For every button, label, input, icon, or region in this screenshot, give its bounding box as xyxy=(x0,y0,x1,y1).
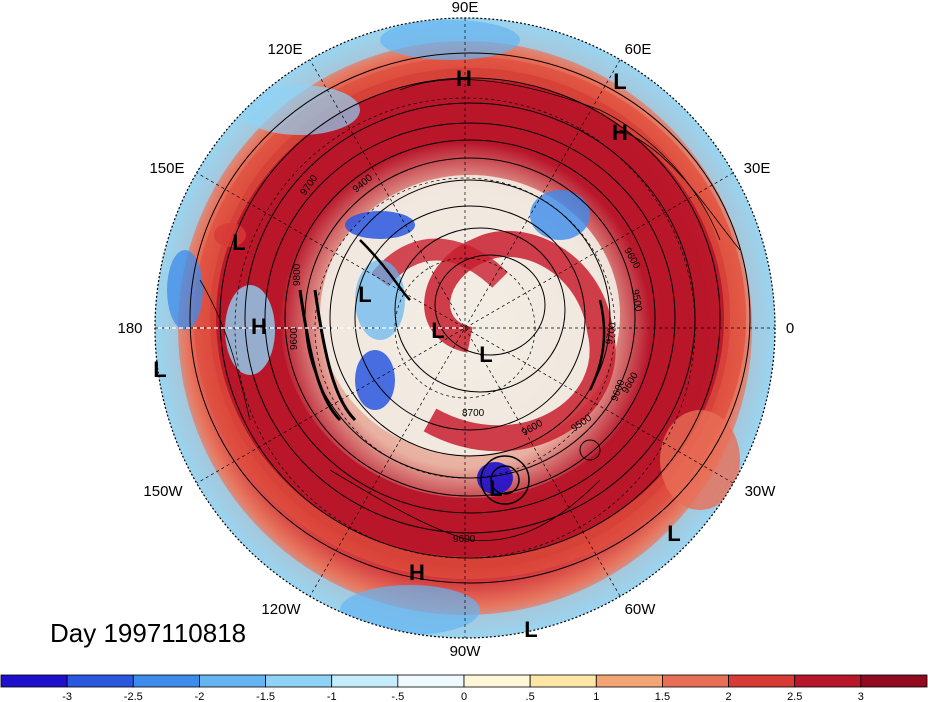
date-title: Day 1997110818 xyxy=(50,618,247,648)
colorbar-box xyxy=(529,674,597,688)
lon-label: 60E xyxy=(625,41,652,58)
lon-label: 150W xyxy=(143,483,183,500)
low-center: L xyxy=(153,357,166,382)
low-center: L xyxy=(431,318,444,343)
colorbar: -3 -2.5 -2 -1.5 -1 -.5 0 .5 1 1.5 2 2.5 3 xyxy=(0,674,928,702)
colorbar-box xyxy=(728,674,796,688)
colorbar-box xyxy=(132,674,200,688)
low-center: L xyxy=(232,230,245,255)
lon-label: 90E xyxy=(452,0,479,16)
lon-label: 180 xyxy=(117,320,142,337)
colorbar-box xyxy=(397,674,465,688)
high-center: H xyxy=(251,314,267,339)
colorbar-tick-label: -1.5 xyxy=(256,691,275,702)
lon-label: 60W xyxy=(625,601,657,618)
colorbar-box xyxy=(0,674,68,688)
contour-label: 8700 xyxy=(462,408,485,419)
high-center: H xyxy=(612,120,628,145)
colorbar-tick-label: -2 xyxy=(195,691,205,702)
polar-stereographic-map: 90E 60E 30E 0 30W 60W 90W 120W 150W 180 … xyxy=(117,0,794,660)
contour-label: 9600 xyxy=(289,327,300,350)
low-center: L xyxy=(489,476,502,501)
colorbar-tick-label: 3 xyxy=(858,691,864,702)
colorbar-tick-label: -2.5 xyxy=(124,691,143,702)
pressure-centers: H L H L L H L L L L L H L xyxy=(153,66,680,642)
colorbar-box xyxy=(463,674,531,688)
lon-label: 0 xyxy=(786,320,794,337)
high-center: H xyxy=(409,560,425,585)
colorbar-ticks: -3 -2.5 -2 -1.5 -1 -.5 0 .5 1 1.5 2 2.5 3 xyxy=(62,691,864,702)
colorbar-box xyxy=(66,674,134,688)
colorbar-box xyxy=(662,674,729,688)
colorbar-tick-label: -1 xyxy=(327,691,337,702)
contour-label: 9700 xyxy=(604,321,619,345)
colorbar-tick-label: -3 xyxy=(62,691,72,702)
colorbar-box xyxy=(265,674,333,688)
low-center: L xyxy=(524,617,537,642)
colorbar-tick-label: 2.5 xyxy=(787,691,802,702)
colorbar-tick-label: 0 xyxy=(461,691,467,702)
colorbar-tick-label: 2 xyxy=(726,691,732,702)
lon-label: 120W xyxy=(261,601,301,618)
contour-label: 9800 xyxy=(292,263,303,286)
coastlines xyxy=(199,79,741,542)
colorbar-tick-label: 1.5 xyxy=(655,691,670,702)
contour-label: 9600 xyxy=(453,534,476,545)
colorbar-box xyxy=(860,674,928,688)
lon-label: 120E xyxy=(267,41,302,58)
colorbar-tick-label: 1 xyxy=(593,691,599,702)
lon-label: 150E xyxy=(149,160,184,177)
lon-label: 90W xyxy=(450,643,482,660)
low-center: L xyxy=(613,69,626,94)
low-center: L xyxy=(667,521,680,546)
colorbar-tick-label: -.5 xyxy=(391,691,404,702)
lon-label: 30E xyxy=(744,160,771,177)
low-center: L xyxy=(358,282,371,307)
colorbar-box xyxy=(794,674,862,688)
low-center: L xyxy=(479,342,492,367)
map-border xyxy=(154,17,776,639)
lon-label: 30W xyxy=(745,483,777,500)
colorbar-box xyxy=(199,674,266,688)
contour-label: 9500 xyxy=(629,289,644,313)
colorbar-boxes xyxy=(0,674,928,688)
colorbar-tick-label: .5 xyxy=(526,691,535,702)
longitude-labels: 90E 60E 30E 0 30W 60W 90W 120W 150W 180 … xyxy=(117,0,794,660)
colorbar-box xyxy=(595,674,663,688)
high-center: H xyxy=(456,66,472,91)
colorbar-box xyxy=(331,674,399,688)
